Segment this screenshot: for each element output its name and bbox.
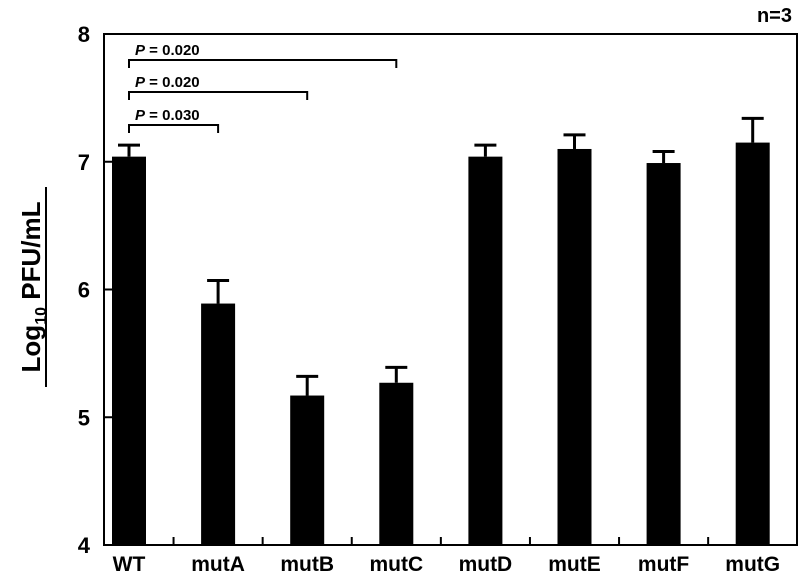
bar-mutF — [646, 163, 681, 545]
significance-bracket — [128, 91, 309, 100]
significance-label: P = 0.020 — [135, 74, 200, 91]
bar-WT — [112, 156, 146, 545]
x-tick-label: WT — [113, 553, 146, 576]
bar-mutG — [735, 142, 770, 545]
significance-label: P = 0.020 — [135, 42, 200, 59]
bar-mutD — [468, 156, 503, 545]
plot-area: 4 5 6 7 8 WT mutA mutB mutC mutD mutE mutF mutG P = 0… — [78, 22, 798, 576]
y-tick-label: 8 — [78, 22, 90, 47]
y-tick-label: 4 — [78, 533, 91, 558]
y-axis-title: Log10 PFU/mL — [16, 187, 50, 387]
y-tick-label: 5 — [78, 405, 90, 430]
bar-mutE — [557, 148, 592, 545]
x-tick-label: mutE — [548, 553, 601, 576]
bar-mutB — [290, 395, 325, 545]
x-tick-label: mutB — [280, 553, 334, 576]
bar-mutA — [201, 303, 236, 545]
y-axis-title-unit: PFU/mL — [16, 201, 46, 307]
sample-size-label: n=3 — [757, 5, 792, 27]
x-tick-label: mutF — [638, 553, 689, 576]
y-axis-title-base: Log — [16, 325, 46, 373]
bar-mutC — [379, 382, 414, 545]
x-tick-label: mutC — [369, 553, 423, 576]
y-tick-label: 6 — [78, 278, 90, 303]
x-tick-label: mutG — [725, 553, 780, 576]
significance-bracket — [128, 124, 220, 133]
significance-bracket — [128, 59, 398, 68]
y-tick-label: 7 — [78, 150, 90, 175]
x-tick-label: mutD — [459, 553, 513, 576]
x-tick-label: mutA — [191, 553, 245, 576]
svg-text:Log10 PFU/mL: Log10 PFU/mL — [16, 201, 50, 372]
y-axis-title-subscript: 10 — [33, 307, 50, 325]
significance-label: P = 0.030 — [135, 107, 200, 124]
